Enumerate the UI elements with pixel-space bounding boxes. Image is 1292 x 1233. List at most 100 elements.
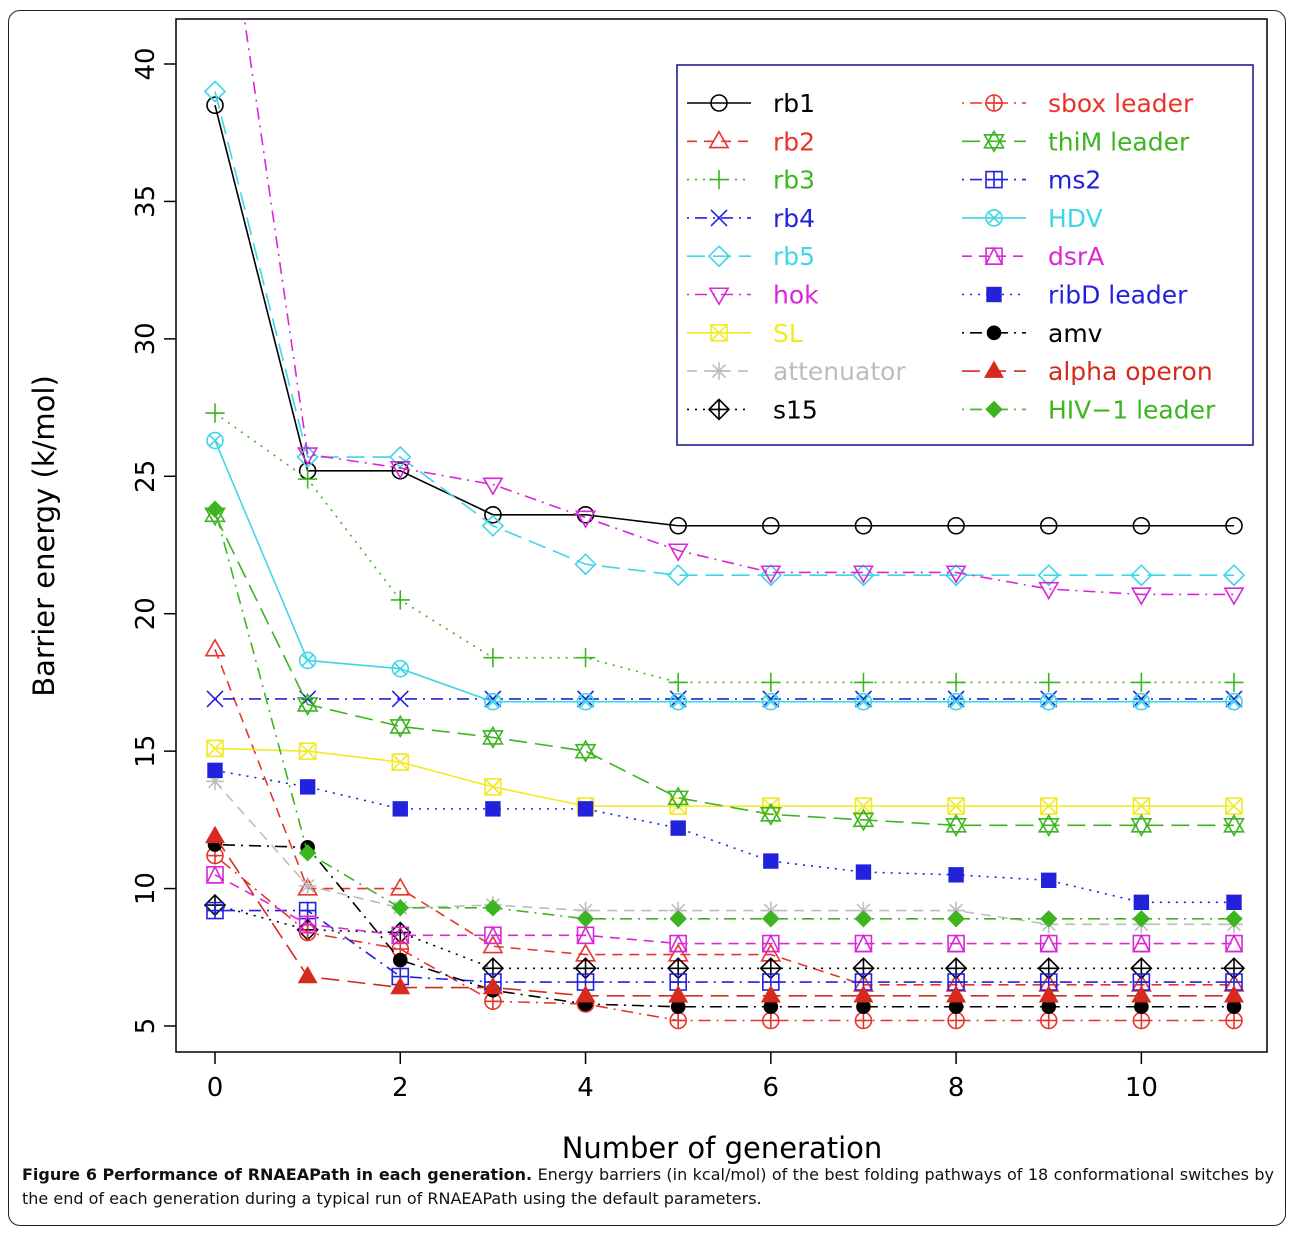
marker-stroke (208, 434, 222, 447)
marker-triangle (984, 360, 1004, 378)
data-point-rb5 (481, 514, 505, 537)
data-point-ribd-leader (948, 867, 964, 883)
marker-diamond (669, 910, 687, 928)
legend-label: attenuator (773, 357, 906, 386)
data-point-rb4 (854, 690, 873, 708)
data-point-sbox-leader (854, 1011, 873, 1030)
marker-stroke (576, 690, 595, 708)
marker-triangle (1037, 813, 1060, 833)
data-point-rb5 (667, 564, 690, 587)
marker-triangle (482, 976, 503, 995)
marker-triangle (389, 877, 411, 896)
series-hdv (206, 431, 1243, 711)
data-point-thim-leader (759, 802, 782, 826)
data-point-hdv (1039, 692, 1058, 711)
marker-triangle (852, 812, 875, 832)
y-tick-label: 10 (131, 872, 161, 905)
marker-square (1133, 894, 1150, 911)
legend-item-ribd-leader: ribD leader (962, 281, 1188, 310)
data-point-rb4 (484, 690, 502, 708)
data-point-alpha-operon (1038, 985, 1059, 1003)
data-point-dsra (1039, 933, 1059, 953)
legend-label: hok (773, 281, 819, 310)
data-point-ribd-leader (670, 820, 686, 836)
marker-diamond (1130, 564, 1153, 587)
marker-diamond (574, 553, 597, 576)
marker-circle (762, 516, 780, 535)
data-point-hok (1130, 587, 1152, 606)
marker-stroke (669, 690, 687, 708)
marker-diamond (576, 910, 595, 928)
data-point-thim-leader (667, 786, 690, 810)
data-point-hiv-1-leader (947, 910, 965, 928)
data-point-hok (1223, 587, 1245, 606)
data-point-thim-leader (389, 714, 412, 739)
marker-triangle (296, 692, 319, 712)
marker-stroke (1225, 797, 1243, 815)
data-point-hdv (391, 659, 410, 678)
data-point-alpha-operon (668, 985, 689, 1003)
legend-label: SL (773, 319, 803, 348)
data-point-sl (206, 739, 224, 758)
marker-diamond (1037, 564, 1060, 587)
marker-triangle (984, 246, 1004, 266)
marker-stroke (672, 695, 685, 708)
marker-triangle (983, 134, 1005, 153)
series-alpha-operon (205, 825, 1244, 1003)
data-point-rb4 (391, 690, 409, 708)
data-point-rb1 (206, 96, 224, 115)
marker-triangle (759, 802, 782, 822)
marker-triangle (854, 933, 873, 953)
marker-stroke (762, 690, 780, 708)
marker-square (299, 779, 316, 795)
data-point-thim-leader (852, 808, 875, 832)
marker-square (986, 286, 1002, 303)
marker-square (206, 739, 224, 758)
legend-item-attenuator: attenuator (687, 357, 906, 386)
marker-stroke (484, 778, 502, 796)
marker-diamond (667, 564, 690, 587)
x-axis-label: Number of generation (562, 1131, 883, 1165)
data-point-hdv (854, 692, 873, 711)
marker-square (710, 323, 728, 342)
marker-stroke (949, 695, 963, 708)
marker-circle (1225, 516, 1243, 535)
data-point-ribd-leader (763, 853, 779, 869)
legend-label: HIV−1 leader (1048, 395, 1216, 424)
data-point-thim-leader (482, 725, 504, 750)
data-point-rb1 (1132, 516, 1151, 535)
legend-item-amv: amv (962, 319, 1103, 348)
data-point-hiv-1-leader (854, 910, 873, 928)
data-point-ribd-leader (392, 801, 408, 817)
marker-circle (669, 516, 687, 535)
marker-square (1041, 872, 1057, 889)
marker-square (484, 778, 502, 796)
marker-stroke (484, 690, 502, 708)
data-point-ribd-leader (299, 779, 316, 795)
data-point-rb1 (854, 516, 873, 535)
marker-stroke (710, 324, 728, 342)
marker-square (577, 801, 594, 817)
data-point-rb3 (668, 672, 688, 693)
data-point-hiv-1-leader (576, 910, 595, 928)
legend-item-hdv: HDV (962, 204, 1103, 233)
data-point-thim-leader (1037, 813, 1060, 837)
marker-stroke (947, 690, 965, 708)
marker-diamond (1222, 564, 1246, 587)
data-point-sbox-leader (762, 1011, 780, 1030)
marker-stroke (762, 797, 780, 815)
marker-triangle (1132, 933, 1151, 953)
data-point-dsra (854, 933, 873, 953)
marker-triangle (708, 130, 730, 149)
marker-circle (762, 692, 780, 711)
figure-frame (8, 10, 1286, 1226)
marker-square (207, 762, 223, 779)
marker-triangle (1037, 818, 1060, 837)
data-point-rb3 (761, 672, 781, 693)
marker-stroke (669, 797, 687, 815)
x-tick-label: 6 (763, 1073, 780, 1103)
legend-label: amv (1048, 319, 1103, 348)
y-tick-label: 30 (131, 322, 161, 355)
data-point-thim-leader (296, 692, 319, 717)
marker-diamond (206, 500, 224, 518)
